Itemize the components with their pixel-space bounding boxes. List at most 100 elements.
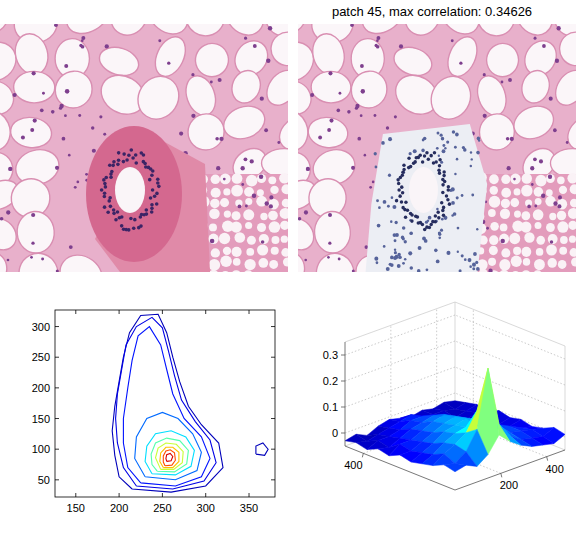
small-cell [535,175,546,187]
nucleus [92,149,96,153]
nucleus [167,61,170,64]
y-tick [271,387,275,388]
small-cell [549,213,556,220]
small-cell [490,222,499,231]
small-cell [559,247,567,255]
nucleus [240,166,244,170]
duct-nucleus [434,214,437,218]
small-cell [268,211,278,221]
nucleus [451,39,454,42]
duct-nucleus [427,158,430,162]
small-cell [279,173,288,184]
small-cell [509,233,520,244]
duct-nucleus [117,158,121,162]
small-cell [208,234,218,244]
small-cell [490,186,498,195]
nucleus [402,226,405,230]
small-cell [570,184,576,194]
nucleus [241,183,244,186]
nucleus [277,141,280,144]
small-cell [535,198,542,205]
small-cell [546,223,555,232]
nucleus [41,258,44,261]
nucleus [436,208,439,211]
nucleus [7,259,10,262]
duct-nucleus [445,194,448,198]
small-cell [546,189,553,196]
x-tick [249,493,250,497]
fat-cell [149,32,191,81]
nucleus [442,144,445,147]
contour-line [160,447,179,467]
small-cell [269,260,278,269]
duct-nucleus [442,214,445,218]
duct-nucleus [156,181,160,185]
nucleus [501,239,505,244]
duct-nucleus [134,161,138,165]
x-tick-label: 250 [153,502,171,514]
small-cell [257,244,268,255]
small-cell [210,199,220,209]
small-cell [557,211,566,221]
nucleus [31,242,34,245]
nucleus [427,219,429,222]
nucleus [350,24,354,27]
small-cell [257,189,264,196]
small-cell [211,188,221,198]
nucleus [85,173,88,176]
nucleus [471,193,474,196]
small-cell [268,199,279,210]
duct-nucleus [433,151,436,155]
small-cell [557,199,567,210]
nucleus [438,233,441,236]
fat-cell [470,24,521,43]
small-cell [281,248,288,257]
fat-cell [356,24,409,41]
nucleus [383,200,387,204]
duct-nucleus [106,210,110,214]
duct-nucleus [157,185,161,189]
fat-cell [391,43,436,80]
small-cell [501,175,510,185]
nucleus [375,166,378,169]
contour-line [256,443,268,455]
small-cell [536,236,545,245]
small-cell [510,174,520,185]
nucleus [378,206,381,209]
nucleus [513,178,516,181]
figure-title: patch 45, max correlation: 0.34626 [332,4,532,19]
small-cell [521,185,532,197]
duct-nucleus [404,200,407,204]
fat-cell [181,72,221,120]
duct-nucleus [401,206,404,210]
nucleus [399,44,403,48]
nucleus [410,266,413,270]
fat-cell [310,247,361,272]
nucleus [457,251,459,253]
nucleus [298,217,301,221]
small-cell [499,259,510,271]
nucleus [486,227,489,230]
duct-nucleus [120,224,124,228]
nucleus [438,154,440,156]
duct-nucleus [407,156,410,160]
nucleus [395,221,398,224]
z-tick [341,355,345,356]
nucleus [81,36,85,40]
nucleus [393,233,397,237]
nucleus [318,135,322,139]
duct-nucleus [129,148,133,152]
fat-cell [306,115,349,150]
nucleus [468,258,472,262]
nucleus [440,134,443,137]
small-cell [283,257,288,266]
y-tick-label: 250 [32,351,50,363]
y-tick-label: 300 [32,321,50,333]
z-tick-label: 0 [332,427,338,439]
duct-nucleus [142,153,146,157]
nucleus [476,151,480,155]
fat-cell [191,39,233,81]
histology-image [0,24,288,272]
nucleus [62,137,66,141]
small-cell [220,198,229,207]
